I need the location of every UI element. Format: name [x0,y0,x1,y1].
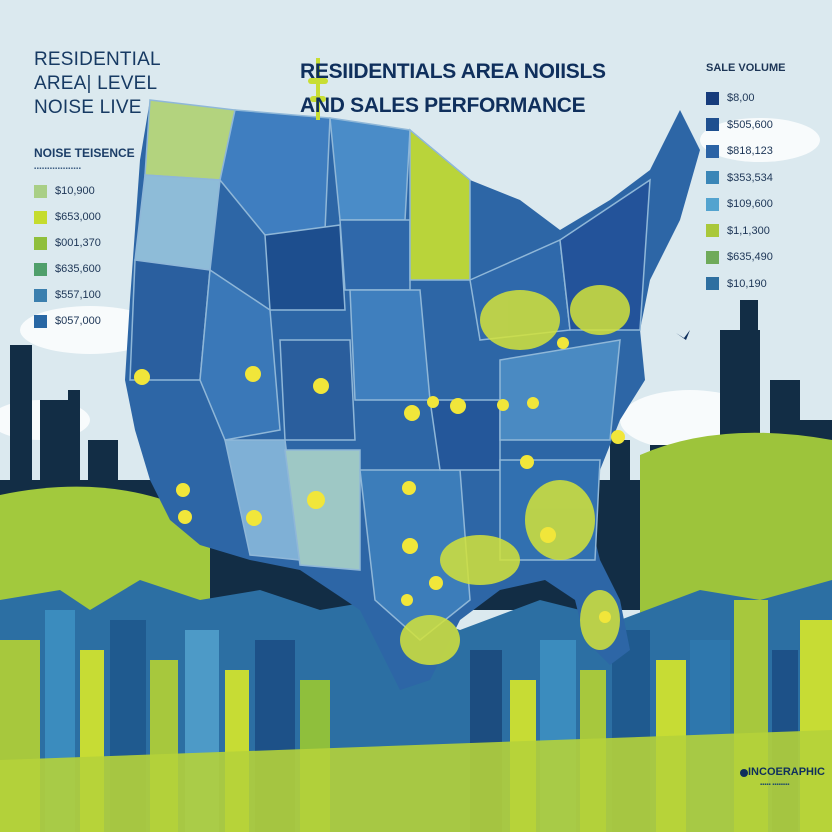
noise-legend-subtitle: ▪▪▪▪▪▪▪▪▪▪▪▪▪▪▪▪▪▪ [34,166,82,172]
legend-label: $635,490 [727,251,773,263]
hill-right [640,432,832,620]
noise-marker-icon [402,481,416,495]
bird-icon [676,330,690,340]
noise-marker-icon [497,399,509,411]
page-title: RESIIDENTIALS AREA NOIISLS AND SALES PER… [300,55,660,123]
legend-label: $653,000 [55,211,101,223]
legend-label: $1,1,300 [727,224,770,237]
noise-marker-icon [401,594,413,606]
legend-swatch [706,118,719,131]
noise-marker-icon [134,369,150,385]
legend-swatch [706,171,719,184]
left-heading: RESIDENTIAL AREA| LEVEL NOISE LIVE [34,48,161,120]
noise-marker-icon [540,527,556,543]
legend-swatch [34,210,47,224]
footer-sub: ▪▪▪▪▪ ▪▪▪▪▪▪▪▪ [760,782,790,788]
legend-item: $001,370 [34,235,101,251]
title-line-2: AND SALES PERFORMANCE [300,94,586,117]
legend-swatch [706,144,719,158]
left-heading-line-3: NOISE LIVE [34,97,142,118]
legend-item: $10,190 [706,276,767,292]
legend-item: $109,600 [706,196,773,212]
legend-item: $653,000 [34,209,101,225]
noise-marker-icon [429,576,443,590]
legend-swatch [34,288,47,302]
noise-marker-icon [246,510,262,526]
noise-marker-icon [404,405,420,421]
noise-marker-icon [313,378,329,394]
legend-swatch [706,277,719,290]
sale-legend-title: SALE VOLUME [706,62,786,74]
legend-item: $8,00 [706,90,755,106]
legend-swatch [34,314,47,328]
noise-marker-icon [245,366,261,382]
legend-label: $818,123 [727,145,773,157]
legend-label: $8,00 [727,92,755,104]
noise-marker-icon [611,430,625,444]
noise-marker-icon [178,510,192,524]
ground-lime [0,730,832,832]
legend-item: $1,1,300 [706,223,770,239]
noise-marker-icon [402,538,418,554]
legend-label: $635,600 [55,263,101,275]
legend-item: $818,123 [706,143,773,159]
legend-swatch [34,236,47,250]
left-heading-line-1: RESIDENTIAL [34,49,161,70]
legend-item: $353,534 [706,170,773,186]
legend-item: $635,600 [34,261,101,277]
legend-item: $057,000 [34,313,101,329]
footer-logo-icon [740,769,748,777]
noise-marker-icon [427,396,439,408]
legend-item: $557,100 [34,287,101,303]
noise-marker-icon [520,455,534,469]
legend-item: $635,490 [706,249,773,265]
legend-label: $109,600 [727,198,773,210]
noise-marker-icon [599,611,611,623]
legend-swatch [706,224,719,237]
legend-label: $057,000 [55,315,101,327]
legend-label: $505,600 [727,118,773,131]
legend-label: $001,370 [55,237,101,249]
noise-marker-icon [557,337,569,349]
noise-legend-title: NOISE TEISENCE [34,146,135,160]
legend-label: $10,190 [727,277,767,290]
legend-label: $353,534 [727,171,773,184]
noise-marker-icon [307,491,325,509]
legend-item: $10,900 [34,183,95,199]
footer-brand: INCOERAPHIC [748,766,826,778]
noise-marker-icon [527,397,539,409]
legend-label: $557,100 [55,289,101,301]
noise-marker-icon [450,398,466,414]
noise-marker-icon [176,483,190,497]
noise-markers [134,337,625,623]
brand-logo-icon [308,58,328,120]
legend-item: $505,600 [706,117,773,133]
legend-swatch [706,250,719,264]
legend-swatch [34,262,47,276]
legend-swatch [706,91,719,105]
title-line-1: RESIIDENTIALS AREA NOIISLS [300,60,606,83]
legend-swatch [34,184,47,198]
legend-swatch [706,197,719,211]
left-heading-line-2: AREA| LEVEL [34,73,158,94]
legend-label: $10,900 [55,185,95,197]
